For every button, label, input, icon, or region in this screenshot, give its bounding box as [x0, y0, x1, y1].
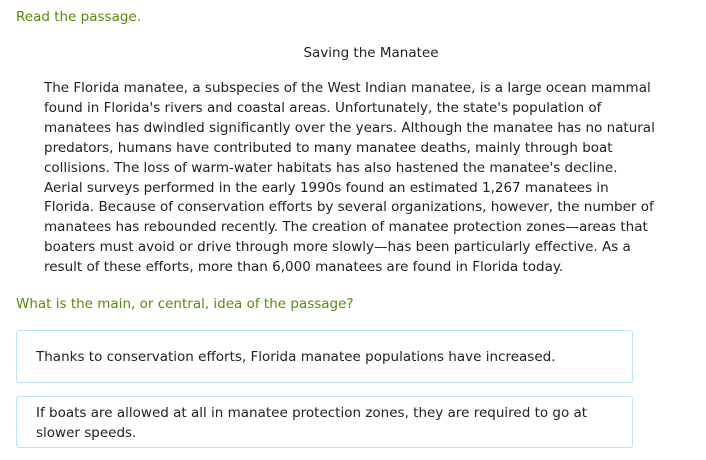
passage-line: Aerial surveys performed in the early 19…	[44, 179, 609, 196]
passage-line: collisions. The loss of warm-water habit…	[44, 159, 618, 176]
passage-body: The Florida manatee, a subspecies of the…	[44, 79, 655, 278]
answer-choice-2[interactable]: If boats are allowed at all in manatee p…	[16, 396, 633, 448]
instructions: Read the passage.	[16, 9, 142, 25]
passage-line: Florida. Because of conservation efforts…	[44, 199, 654, 216]
answer-choice-text: Thanks to conservation efforts, Florida …	[36, 348, 556, 365]
answer-choice-1[interactable]: Thanks to conservation efforts, Florida …	[16, 330, 633, 383]
passage-title: Saving the Manatee	[303, 45, 439, 61]
passage-line: manatees has rebounded recently. The cre…	[44, 219, 648, 236]
passage-line: The Florida manatee, a subspecies of the…	[44, 80, 651, 96]
question: What is the main, or central, idea of th…	[16, 296, 354, 312]
passage-line: manatees has dwindled significantly over…	[44, 119, 655, 136]
passage-line: boaters must avoid or drive through more…	[44, 239, 631, 256]
passage-line: found in Florida's rivers and coastal ar…	[44, 99, 602, 116]
passage-line: result of these efforts, more than 6,000…	[44, 259, 564, 276]
passage-line: predators, humans have contributed to ma…	[44, 139, 613, 156]
answer-choice-text: If boats are allowed at all in manatee p…	[36, 405, 588, 441]
